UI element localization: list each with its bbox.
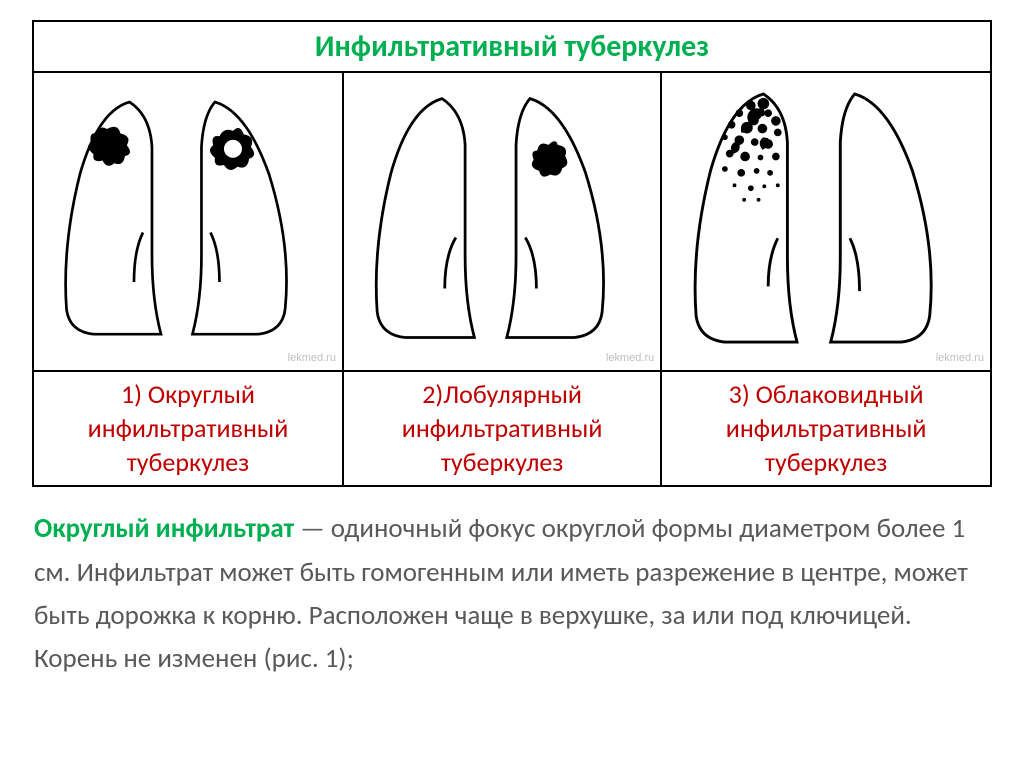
types-table: Инфильтративный туберкулез [32,20,992,487]
lesion-solid [88,127,130,166]
type-label-3: 3) Облаковидный инфильтративный туберкул… [661,371,991,486]
lesion-cloud [722,98,782,202]
diagram-cell-2: lekmed.ru [343,72,661,371]
watermark: lekmed.ru [288,352,336,364]
slide: Инфильтративный туберкулез [0,0,1024,767]
diagram-cell-3: lekmed.ru [661,72,991,371]
table-title: Инфильтративный туберкулез [33,21,991,72]
lung-pair-1 [44,79,332,359]
diagram-cell-1: lekmed.ru [33,72,343,371]
lung-pair-3 [672,79,980,359]
watermark: lekmed.ru [936,352,984,364]
lesion-ring [210,128,254,170]
definition-paragraph: Округлый инфильтрат — одиночный фокус ок… [32,507,992,680]
type-label-1: 1) Округлый инфильтративный туберкулез [33,371,343,486]
lesion-solid [532,141,568,176]
lung-pair-2 [354,79,650,359]
type-label-2: 2)Лобулярный инфильтративный туберкулез [343,371,661,486]
watermark: lekmed.ru [606,352,654,364]
definition-term: Округлый инфильтрат [34,512,294,545]
